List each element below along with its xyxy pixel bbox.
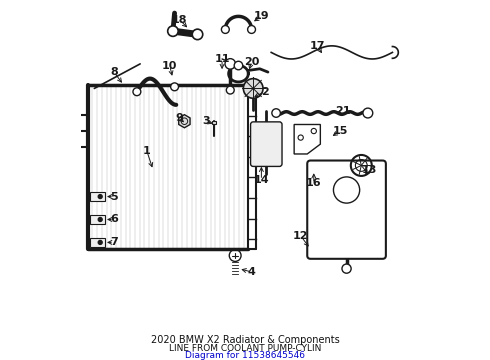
Circle shape xyxy=(342,264,351,273)
Text: 6: 6 xyxy=(110,215,118,225)
FancyBboxPatch shape xyxy=(250,122,282,166)
Circle shape xyxy=(234,61,243,70)
Text: 18: 18 xyxy=(172,15,187,24)
Text: 2020 BMW X2 Radiator & Components: 2020 BMW X2 Radiator & Components xyxy=(150,335,340,345)
Text: 13: 13 xyxy=(362,165,377,175)
Circle shape xyxy=(363,108,373,118)
Circle shape xyxy=(221,26,229,33)
Text: 2: 2 xyxy=(261,87,269,97)
Circle shape xyxy=(98,195,102,198)
Circle shape xyxy=(168,26,178,36)
Text: 14: 14 xyxy=(253,175,269,185)
Text: 19: 19 xyxy=(253,12,269,21)
FancyBboxPatch shape xyxy=(90,238,105,247)
Text: Diagram for 11538645546: Diagram for 11538645546 xyxy=(185,351,305,360)
Text: LINE FROM COOLANT PUMP-CYLIN: LINE FROM COOLANT PUMP-CYLIN xyxy=(169,343,321,353)
Text: 4: 4 xyxy=(247,267,255,277)
Text: 7: 7 xyxy=(110,238,118,247)
FancyBboxPatch shape xyxy=(212,121,216,125)
Circle shape xyxy=(272,109,280,117)
Text: 8: 8 xyxy=(110,67,118,77)
Text: 16: 16 xyxy=(306,179,321,188)
Text: 20: 20 xyxy=(244,57,259,67)
Polygon shape xyxy=(179,114,190,128)
Text: 21: 21 xyxy=(336,107,351,116)
Text: 17: 17 xyxy=(309,41,325,51)
FancyBboxPatch shape xyxy=(90,215,105,224)
Text: 1: 1 xyxy=(143,146,150,156)
Circle shape xyxy=(171,83,178,91)
Text: 5: 5 xyxy=(110,192,118,202)
Text: 9: 9 xyxy=(175,113,183,123)
Text: 11: 11 xyxy=(214,54,230,64)
Text: 10: 10 xyxy=(162,60,177,71)
FancyBboxPatch shape xyxy=(90,192,105,201)
Circle shape xyxy=(225,59,236,69)
Circle shape xyxy=(98,217,102,221)
Circle shape xyxy=(247,26,255,33)
Text: 15: 15 xyxy=(332,126,348,136)
Circle shape xyxy=(226,86,234,94)
Text: 3: 3 xyxy=(202,116,210,126)
FancyBboxPatch shape xyxy=(307,161,386,259)
Circle shape xyxy=(192,29,203,40)
Circle shape xyxy=(244,78,263,98)
Circle shape xyxy=(133,88,141,96)
Text: 12: 12 xyxy=(293,231,308,241)
Circle shape xyxy=(98,240,102,244)
